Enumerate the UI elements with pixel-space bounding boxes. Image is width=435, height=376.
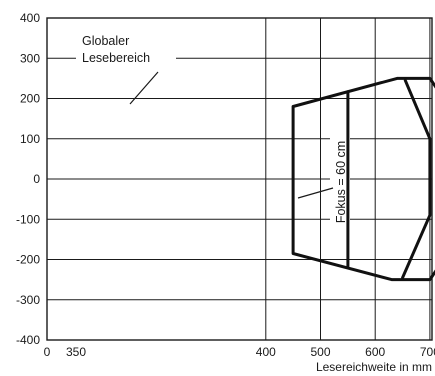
x-tick-label: 400 [256, 345, 276, 359]
y-tick-label: 100 [20, 132, 40, 146]
x-tick-label: 350 [66, 345, 86, 359]
label-background-focus [330, 110, 350, 250]
y-tick-label: 200 [20, 92, 40, 106]
y-tick-label: -300 [16, 293, 40, 307]
x-tick-label: 0 [44, 345, 51, 359]
y-tick-label: 300 [20, 51, 40, 65]
x-tick-labels: 0350400500600700800900 [44, 345, 435, 359]
y-tick-label: 0 [33, 172, 40, 186]
region-outline [291, 76, 435, 282]
label-background-global [76, 31, 176, 69]
reading-field-shapes [291, 76, 435, 282]
global-range-label-line1: Globaler [82, 34, 129, 48]
y-tick-labels: 400 300 200 100 0 -100 -200 -300 -400 [16, 11, 40, 347]
global-range-leader [129, 71, 159, 105]
plot-frame [46, 17, 433, 341]
y-tick-label: -400 [16, 333, 40, 347]
focus-leader [297, 187, 334, 199]
x-tick-label: 500 [310, 345, 330, 359]
y-tick-label: 400 [20, 11, 40, 25]
global-range-label-line2: Lesebereich [82, 51, 150, 65]
y-tick-label: -200 [16, 253, 40, 267]
x-tick-label: 700 [420, 345, 435, 359]
focus-label: Fokus = 60 cm [334, 141, 348, 223]
grid [47, 18, 432, 340]
x-tick-label: 600 [365, 345, 385, 359]
region-inner-curve [401, 78, 432, 280]
y-tick-label: -100 [16, 212, 40, 226]
x-axis-label: Lesereichweite in mm [316, 360, 432, 374]
